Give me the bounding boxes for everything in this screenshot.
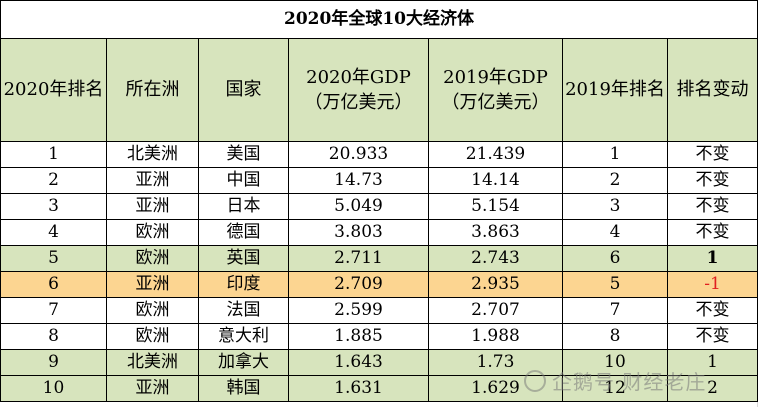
cell-gdp-2019[interactable]: 3.863 bbox=[428, 219, 563, 246]
header-row: 2020年排名 所在洲 国家 2020年GDP （万亿美元） 2019年GDP … bbox=[0, 38, 759, 142]
cell-gdp-2020[interactable]: 2.711 bbox=[288, 245, 429, 272]
cell-gdp-2020[interactable]: 20.933 bbox=[288, 141, 429, 168]
cell-rank-change[interactable]: 不变 bbox=[666, 297, 759, 324]
cell-country[interactable]: 意大利 bbox=[198, 323, 289, 350]
table-row: 8 欧洲 意大利 1.885 1.988 8 不变 bbox=[0, 323, 759, 350]
cell-continent[interactable]: 北美洲 bbox=[106, 141, 199, 168]
watermark-text: 企鹅号 财经老庄 bbox=[552, 370, 707, 394]
cell-rank-2019[interactable]: 1 bbox=[562, 141, 668, 168]
cell-country[interactable]: 日本 bbox=[198, 193, 289, 220]
header-continent[interactable]: 所在洲 bbox=[106, 38, 199, 142]
cell-rank-change[interactable]: 不变 bbox=[666, 323, 759, 350]
cell-continent[interactable]: 亚洲 bbox=[106, 271, 199, 298]
cell-country[interactable]: 印度 bbox=[198, 271, 289, 298]
cell-continent[interactable]: 欧洲 bbox=[106, 297, 199, 324]
cell-rank-2019[interactable]: 2 bbox=[562, 167, 668, 194]
table-row: 2 亚洲 中国 14.73 14.14 2 不变 bbox=[0, 167, 759, 194]
cell-gdp-2019[interactable]: 14.14 bbox=[428, 167, 563, 194]
table-row: 7 欧洲 法国 2.599 2.707 7 不变 bbox=[0, 297, 759, 324]
header-gdp-2020[interactable]: 2020年GDP （万亿美元） bbox=[288, 38, 429, 142]
table-row: 1 北美洲 美国 20.933 21.439 1 不变 bbox=[0, 141, 759, 168]
cell-gdp-2019[interactable]: 2.935 bbox=[428, 271, 563, 298]
cell-continent[interactable]: 欧洲 bbox=[106, 245, 199, 272]
header-rank-change[interactable]: 排名变动 bbox=[666, 38, 759, 142]
cell-rank-2019[interactable]: 8 bbox=[562, 323, 668, 350]
cell-gdp-2020[interactable]: 14.73 bbox=[288, 167, 429, 194]
header-gdp-2019-unit: （万亿美元） bbox=[441, 92, 550, 113]
cell-gdp-2020[interactable]: 2.709 bbox=[288, 271, 429, 298]
cell-continent[interactable]: 北美洲 bbox=[106, 349, 199, 376]
header-gdp-2019[interactable]: 2019年GDP （万亿美元） bbox=[428, 38, 563, 142]
cell-country[interactable]: 中国 bbox=[198, 167, 289, 194]
cell-rank-2020[interactable]: 8 bbox=[0, 323, 107, 350]
cell-rank-2019[interactable]: 7 bbox=[562, 297, 668, 324]
cell-rank-2020[interactable]: 10 bbox=[0, 375, 107, 402]
cell-rank-2019[interactable]: 3 bbox=[562, 193, 668, 220]
cell-rank-2019[interactable]: 5 bbox=[562, 271, 668, 298]
cell-gdp-2019[interactable]: 5.154 bbox=[428, 193, 563, 220]
cell-rank-change[interactable]: 不变 bbox=[666, 167, 759, 194]
cell-country[interactable]: 美国 bbox=[198, 141, 289, 168]
table-row: 5 欧洲 英国 2.711 2.743 6 1 bbox=[0, 245, 759, 272]
cell-gdp-2020[interactable]: 2.599 bbox=[288, 297, 429, 324]
cell-rank-change[interactable]: 不变 bbox=[666, 193, 759, 220]
cell-country[interactable]: 加拿大 bbox=[198, 349, 289, 376]
cell-gdp-2019[interactable]: 2.743 bbox=[428, 245, 563, 272]
watermark: 企鹅号 财经老庄 bbox=[524, 366, 706, 395]
cell-rank-2020[interactable]: 9 bbox=[0, 349, 107, 376]
penguin-icon bbox=[524, 370, 546, 392]
header-country[interactable]: 国家 bbox=[198, 38, 289, 142]
cell-rank-2020[interactable]: 7 bbox=[0, 297, 107, 324]
cell-rank-2019[interactable]: 6 bbox=[562, 245, 668, 272]
cell-gdp-2020[interactable]: 3.803 bbox=[288, 219, 429, 246]
cell-continent[interactable]: 亚洲 bbox=[106, 167, 199, 194]
table-row: 6 亚洲 印度 2.709 2.935 5 -1 bbox=[0, 271, 759, 298]
header-gdp-2019-label: 2019年GDP bbox=[443, 66, 548, 88]
cell-rank-change[interactable]: -1 bbox=[666, 271, 759, 298]
cell-gdp-2019[interactable]: 2.707 bbox=[428, 297, 563, 324]
cell-rank-2020[interactable]: 6 bbox=[0, 271, 107, 298]
cell-rank-2020[interactable]: 2 bbox=[0, 167, 107, 194]
cell-rank-change[interactable]: 2 bbox=[666, 375, 759, 402]
cell-gdp-2020[interactable]: 1.631 bbox=[288, 375, 429, 402]
cell-continent[interactable]: 欧洲 bbox=[106, 323, 199, 350]
cell-continent[interactable]: 亚洲 bbox=[106, 193, 199, 220]
cell-rank-2020[interactable]: 5 bbox=[0, 245, 107, 272]
cell-rank-2019[interactable]: 12 bbox=[562, 375, 668, 402]
header-gdp-2020-label: 2020年GDP bbox=[306, 66, 411, 88]
header-rank-2019[interactable]: 2019年排名 bbox=[562, 38, 668, 142]
cell-gdp-2019[interactable]: 21.439 bbox=[428, 141, 563, 168]
cell-gdp-2019[interactable]: 1.988 bbox=[428, 323, 563, 350]
cell-gdp-2020[interactable]: 5.049 bbox=[288, 193, 429, 220]
cell-rank-2020[interactable]: 1 bbox=[0, 141, 107, 168]
cell-rank-change[interactable]: 1 bbox=[666, 245, 759, 272]
cell-country[interactable]: 法国 bbox=[198, 297, 289, 324]
cell-country[interactable]: 英国 bbox=[198, 245, 289, 272]
cell-country[interactable]: 德国 bbox=[198, 219, 289, 246]
header-rank-2020[interactable]: 2020年排名 bbox=[0, 38, 107, 142]
cell-continent[interactable]: 亚洲 bbox=[106, 375, 199, 402]
cell-country[interactable]: 韩国 bbox=[198, 375, 289, 402]
header-gdp-2020-unit: （万亿美元） bbox=[304, 92, 413, 113]
table-title[interactable]: 2020年全球10大经济体 bbox=[0, 0, 759, 39]
cell-rank-change[interactable]: 不变 bbox=[666, 141, 759, 168]
cell-rank-2020[interactable]: 3 bbox=[0, 193, 107, 220]
cell-rank-2019[interactable]: 4 bbox=[562, 219, 668, 246]
table-row: 4 欧洲 德国 3.803 3.863 4 不变 bbox=[0, 219, 759, 246]
cell-gdp-2020[interactable]: 1.885 bbox=[288, 323, 429, 350]
table-row: 3 亚洲 日本 5.049 5.154 3 不变 bbox=[0, 193, 759, 220]
cell-rank-change[interactable]: 1 bbox=[666, 349, 759, 376]
cell-gdp-2020[interactable]: 1.643 bbox=[288, 349, 429, 376]
cell-rank-change[interactable]: 不变 bbox=[666, 219, 759, 246]
cell-rank-2020[interactable]: 4 bbox=[0, 219, 107, 246]
cell-continent[interactable]: 欧洲 bbox=[106, 219, 199, 246]
cell-rank-2019[interactable]: 10 bbox=[562, 349, 668, 376]
